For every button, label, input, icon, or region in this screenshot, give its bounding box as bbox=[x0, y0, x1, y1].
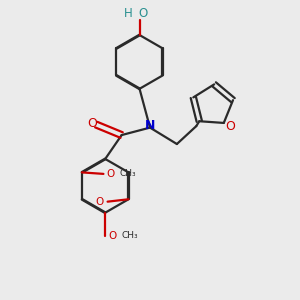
Text: N: N bbox=[145, 119, 155, 132]
Text: O: O bbox=[225, 120, 235, 133]
Text: O: O bbox=[87, 117, 97, 130]
Text: CH₃: CH₃ bbox=[122, 232, 138, 241]
Text: H: H bbox=[124, 7, 133, 20]
Text: O: O bbox=[96, 197, 104, 207]
Text: O: O bbox=[106, 169, 115, 179]
Text: O: O bbox=[108, 231, 116, 241]
Text: CH₃: CH₃ bbox=[120, 169, 136, 178]
Text: O: O bbox=[138, 7, 147, 20]
